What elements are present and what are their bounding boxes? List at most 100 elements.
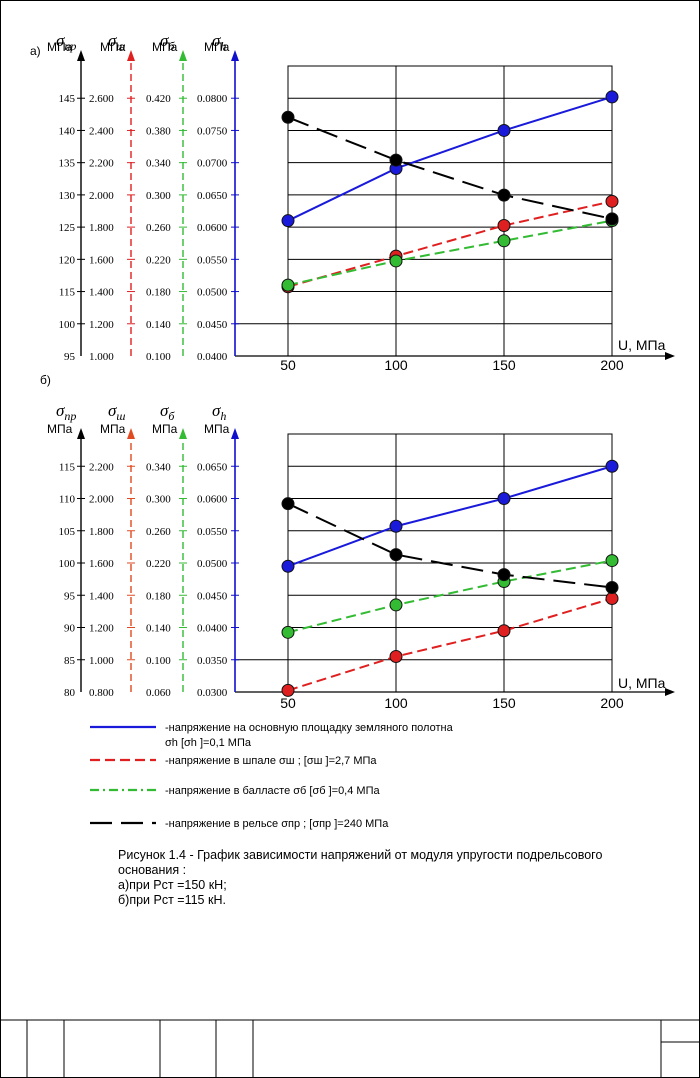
y-axis-symbol-2-subscript: б [168, 39, 175, 53]
y-axis-arrow-1 [127, 428, 135, 439]
y-tick-label: 0.300 [146, 190, 171, 202]
y-axis-unit-0: МПа [47, 422, 73, 436]
y-axis-symbol-2-symbol: σ [160, 31, 169, 50]
y-tick-label: 0.420 [146, 93, 171, 105]
data-point [605, 554, 619, 568]
series-line-0 [287, 502, 613, 589]
data-point [389, 650, 403, 664]
y-axis-symbol-1-symbol: σ [108, 401, 117, 420]
y-tick-label: 0.0750 [197, 125, 228, 137]
y-tick-label: 140 [59, 125, 76, 137]
data-point [281, 110, 295, 124]
legend-label-0-b: σh [σh ]=0,1 МПа [165, 737, 252, 749]
y-tick-label: 0.140 [146, 623, 171, 635]
data-point [389, 519, 403, 533]
y-tick-label: 1.400 [89, 287, 114, 299]
y-tick-label: 0.800 [89, 687, 114, 699]
y-tick-label: 1.600 [89, 254, 114, 266]
y-tick-label: 1.200 [89, 623, 114, 635]
y-tick-label: 90 [64, 623, 76, 635]
y-axis-arrow-3 [231, 50, 239, 61]
y-axis-unit-1: МПа [100, 422, 126, 436]
y-tick-label: 100 [59, 319, 76, 331]
y-axis-symbol-3: σh [212, 31, 226, 53]
caption-line-4: б)при Рст =115 кН. [118, 893, 226, 907]
y-axis-symbol-2-subscript: б [168, 409, 175, 423]
y-tick-label: 0.100 [146, 655, 171, 667]
y-tick-label: 0.0800 [197, 93, 228, 105]
y-axis-symbol-3-subscript: h [220, 409, 226, 423]
y-tick-label: 0.0350 [197, 655, 228, 667]
data-point [389, 598, 403, 612]
y-tick-label: 0.0400 [197, 623, 228, 635]
legend-label-0: -напряжение на основную площадку земляно… [165, 722, 454, 734]
y-axis-symbol-0: σпр [56, 31, 76, 53]
y-tick-label: 0.180 [146, 590, 171, 602]
series-line-3 [287, 465, 613, 568]
y-tick-label: 115 [59, 461, 76, 473]
y-tick-label: 0.0550 [197, 254, 228, 266]
caption-line-3: а)при Рст =150 кН; [118, 878, 227, 892]
legend-label-3: -напряжение в рельсе σпр ; [σпр ]=240 МП… [165, 818, 389, 830]
data-point [605, 459, 619, 473]
y-tick-label: 0.0700 [197, 158, 228, 170]
caption-line-1: Рисунок 1.4 - График зависимости напряже… [118, 848, 603, 862]
y-tick-label: 2.400 [89, 125, 114, 137]
y-axis-symbol-3: σh [212, 401, 226, 423]
y-tick-label: 145 [59, 93, 76, 105]
y-axis-symbol-0-subscript: пр [64, 409, 76, 423]
y-tick-label: 0.0400 [197, 351, 228, 363]
y-tick-label: 2.200 [89, 158, 114, 170]
data-point [389, 548, 403, 562]
panel-label: б) [40, 373, 51, 387]
y-tick-label: 1.000 [89, 655, 114, 667]
y-axis-symbol-0-subscript: пр [64, 39, 76, 53]
y-tick-label: 2.200 [89, 461, 114, 473]
data-point [605, 90, 619, 104]
data-point [389, 254, 403, 268]
data-point [281, 625, 295, 639]
y-axis-symbol-1: σш [108, 401, 125, 423]
y-axis-arrow-2 [179, 428, 187, 439]
y-tick-label: 0.0650 [197, 190, 228, 202]
y-axis-symbol-2: σб [160, 401, 175, 423]
y-tick-label: 0.0300 [197, 687, 228, 699]
y-tick-label: 130 [59, 190, 76, 202]
y-axis-unit-3: МПа [204, 422, 230, 436]
y-tick-label: 115 [59, 287, 76, 299]
y-axis-unit-1: МПа [100, 40, 126, 54]
data-point [497, 234, 511, 248]
data-point [605, 212, 619, 226]
y-tick-label: 120 [59, 254, 76, 266]
data-point [281, 497, 295, 511]
x-axis-label: U, МПа [618, 675, 666, 691]
y-tick-label: 0.260 [146, 222, 171, 234]
series-line-1 [287, 200, 613, 288]
y-axis-unit-0: МПа [47, 40, 73, 54]
x-tick-label: 50 [280, 357, 296, 373]
x-tick-label: 100 [384, 695, 408, 711]
y-tick-label: 0.0450 [197, 319, 228, 331]
y-axis-symbol-0-symbol: σ [56, 401, 65, 420]
data-point [497, 219, 511, 232]
data-point [497, 188, 511, 202]
legend-label-2: -напряжение в балласте σб [σб ]=0,4 МПа [165, 785, 380, 797]
y-tick-label: 0.0600 [197, 222, 228, 234]
y-tick-label: 0.340 [146, 461, 171, 473]
y-axis-symbol-2: σб [160, 31, 175, 53]
y-tick-label: 0.180 [146, 287, 171, 299]
y-tick-label: 0.0500 [197, 287, 228, 299]
y-axis-symbol-3-symbol: σ [212, 401, 221, 420]
y-tick-label: 0.220 [146, 558, 171, 570]
data-point [605, 581, 619, 595]
data-point [497, 123, 511, 137]
y-tick-label: 1.400 [89, 590, 114, 602]
y-tick-label: 0.380 [146, 125, 171, 137]
y-tick-label: 1.000 [89, 351, 114, 363]
y-tick-label: 0.100 [146, 351, 171, 363]
y-tick-label: 1.800 [89, 526, 114, 538]
y-tick-label: 0.060 [146, 687, 171, 699]
y-tick-label: 2.600 [89, 93, 114, 105]
